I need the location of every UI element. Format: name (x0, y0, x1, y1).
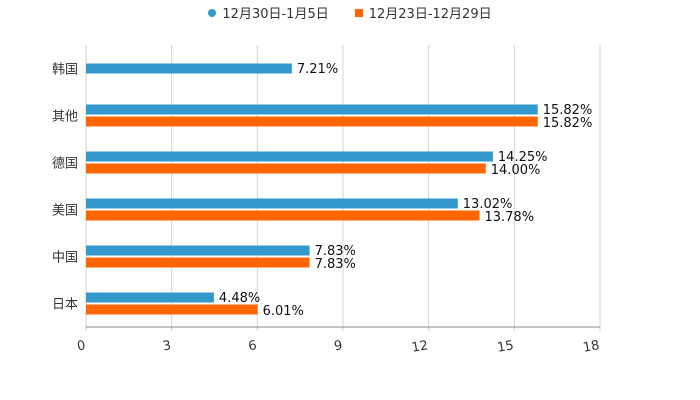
y-category-label: 韩国 (52, 63, 78, 78)
legend-marker-series-b-icon (354, 8, 363, 17)
legend: 12月30日-1月5日 12月23日-12月29日 (0, 3, 700, 22)
data-label-series-a: 7.21% (297, 62, 338, 77)
x-tick-label: 9 (333, 338, 344, 354)
legend-label-series-a: 12月30日-1月5日 (222, 7, 329, 22)
x-tick-label: 0 (76, 338, 87, 354)
data-label-series-b: 15.82% (543, 116, 593, 131)
bar-series-a (86, 104, 538, 115)
data-label-series-b: 13.78% (484, 210, 534, 225)
legend-label-series-b: 12月23日-12月29日 (368, 7, 492, 22)
legend-item-series-a[interactable]: 12月30日-1月5日 (208, 3, 329, 22)
bar-series-a (86, 198, 458, 209)
bar-series-a (86, 63, 292, 74)
data-label-series-b: 7.83% (315, 257, 356, 272)
y-category-label: 美国 (52, 204, 78, 219)
legend-marker-series-a-icon (208, 8, 217, 17)
bar-series-b (86, 257, 310, 268)
data-label-series-b: 14.00% (491, 163, 541, 178)
bar-series-a (86, 151, 493, 162)
y-category-label: 中国 (52, 251, 78, 266)
data-label-series-a: 7.83% (315, 244, 356, 259)
data-label-series-a: 14.25% (498, 150, 548, 165)
bar-series-b (86, 163, 486, 174)
x-tick-label: 12 (410, 338, 429, 356)
x-tick-label: 6 (247, 338, 258, 354)
bar-series-a (86, 292, 214, 303)
bar-series-a (86, 245, 310, 256)
bar-series-b (86, 210, 480, 221)
data-label-series-a: 15.82% (543, 103, 593, 118)
data-label-series-a: 4.48% (219, 291, 260, 306)
bar-series-b (86, 304, 258, 315)
data-label-series-b: 6.01% (263, 304, 304, 319)
bar-series-b (86, 116, 538, 127)
y-category-label: 日本 (52, 298, 78, 313)
y-category-label: 其他 (52, 110, 78, 125)
x-tick-label: 3 (162, 338, 173, 354)
y-category-label: 德国 (52, 157, 78, 172)
x-tick-label: 15 (496, 338, 515, 356)
data-label-series-a: 13.02% (463, 197, 513, 212)
legend-item-series-b[interactable]: 12月23日-12月29日 (354, 3, 492, 22)
x-tick-label: 18 (582, 338, 601, 356)
